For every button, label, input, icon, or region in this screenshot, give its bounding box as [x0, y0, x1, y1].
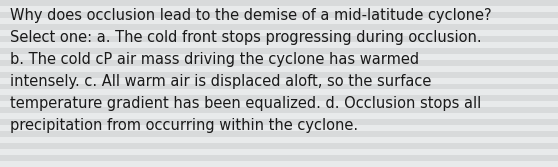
Bar — [0, 42, 558, 48]
Bar — [0, 48, 558, 54]
Bar — [0, 84, 558, 90]
Bar — [0, 143, 558, 149]
Bar — [0, 137, 558, 143]
Bar — [0, 36, 558, 42]
Bar — [0, 155, 558, 161]
Bar — [0, 12, 558, 18]
Bar — [0, 95, 558, 101]
Text: b. The cold cP air mass driving the cyclone has warmed: b. The cold cP air mass driving the cycl… — [10, 52, 419, 67]
Bar — [0, 24, 558, 30]
Bar — [0, 54, 558, 60]
Bar — [0, 60, 558, 66]
Bar — [0, 101, 558, 107]
Bar — [0, 18, 558, 24]
Text: precipitation from occurring within the cyclone.: precipitation from occurring within the … — [10, 118, 358, 133]
Bar — [0, 90, 558, 95]
Bar — [0, 125, 558, 131]
Bar — [0, 113, 558, 119]
Text: Why does occlusion lead to the demise of a mid-latitude cyclone?: Why does occlusion lead to the demise of… — [10, 8, 492, 23]
Text: Select one: a. The cold front stops progressing during occlusion.: Select one: a. The cold front stops prog… — [10, 30, 482, 45]
Bar — [0, 0, 558, 6]
Bar — [0, 66, 558, 72]
Bar — [0, 149, 558, 155]
Bar — [0, 6, 558, 12]
Text: intensely. c. All warm air is displaced aloft, so the surface: intensely. c. All warm air is displaced … — [10, 74, 431, 89]
Bar — [0, 77, 558, 84]
Bar — [0, 161, 558, 167]
Bar — [0, 119, 558, 125]
Text: temperature gradient has been equalized. d. Occlusion stops all: temperature gradient has been equalized.… — [10, 96, 482, 111]
Bar — [0, 30, 558, 36]
Bar — [0, 131, 558, 137]
Bar — [0, 72, 558, 77]
Bar — [0, 107, 558, 113]
